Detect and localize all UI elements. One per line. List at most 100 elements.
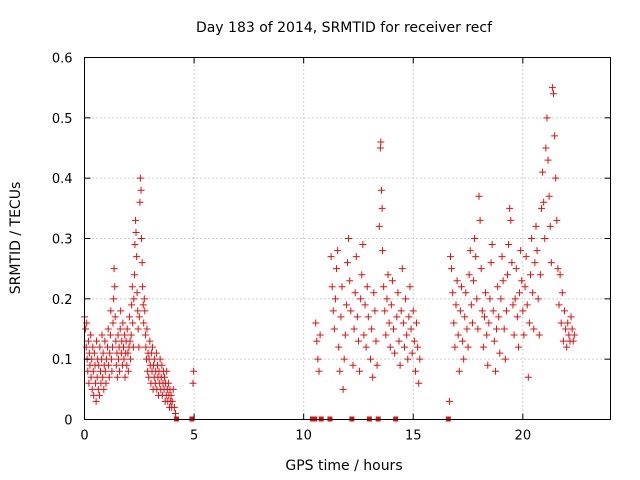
data-point xyxy=(121,373,129,381)
data-point xyxy=(552,174,560,182)
data-point xyxy=(542,144,550,152)
data-point xyxy=(528,235,536,242)
data-point xyxy=(508,259,516,267)
data-point xyxy=(510,331,518,339)
data-point xyxy=(451,343,459,351)
data-point xyxy=(570,331,578,339)
data-point xyxy=(132,228,140,236)
data-point xyxy=(464,343,472,351)
data-point xyxy=(498,253,506,261)
data-point xyxy=(448,265,456,273)
data-point xyxy=(462,289,470,297)
data-point xyxy=(485,319,493,327)
data-point xyxy=(537,204,545,212)
data-point xyxy=(139,283,147,291)
data-point xyxy=(445,397,453,405)
data-point xyxy=(396,361,404,369)
data-point xyxy=(106,331,114,339)
data-point xyxy=(133,289,141,297)
data-point xyxy=(363,283,371,291)
data-point xyxy=(524,373,532,381)
data-point xyxy=(189,379,197,387)
data-point xyxy=(383,295,391,303)
data-point xyxy=(131,241,139,249)
data-point xyxy=(141,331,149,339)
data-point xyxy=(548,84,556,92)
data-point xyxy=(416,355,424,363)
data-point xyxy=(110,265,118,273)
data-point xyxy=(100,385,108,393)
data-point xyxy=(404,355,412,363)
data-point xyxy=(411,367,419,375)
data-point xyxy=(379,247,387,255)
data-point xyxy=(450,319,458,327)
data-point xyxy=(406,283,414,291)
data-point xyxy=(503,271,511,279)
data-point xyxy=(511,295,519,303)
data-point xyxy=(507,216,515,224)
data-point xyxy=(135,313,143,321)
data-point xyxy=(373,361,381,369)
data-point xyxy=(95,391,103,399)
data-point xyxy=(370,289,378,297)
data-point xyxy=(89,343,97,351)
data-point xyxy=(314,355,322,363)
data-point xyxy=(130,295,138,303)
data-point xyxy=(136,174,144,182)
data-point xyxy=(98,331,106,339)
data-point xyxy=(535,331,543,339)
data-point xyxy=(110,295,118,303)
data-point xyxy=(490,337,498,345)
data-point xyxy=(386,343,394,351)
data-point xyxy=(342,301,350,309)
data-point xyxy=(465,271,473,279)
data-point xyxy=(87,373,95,381)
data-point xyxy=(382,331,390,339)
data-point xyxy=(454,331,462,339)
x-tick-label: 10 xyxy=(295,429,312,444)
data-point xyxy=(120,355,128,363)
data-point xyxy=(461,313,469,321)
data-point xyxy=(105,361,113,369)
data-point xyxy=(489,307,497,315)
x-tick-label: 0 xyxy=(80,429,88,444)
data-point xyxy=(312,319,320,327)
data-point xyxy=(337,313,345,321)
data-point xyxy=(133,253,141,261)
data-point xyxy=(372,337,380,345)
data-point xyxy=(124,349,132,357)
data-point xyxy=(130,271,138,279)
data-point xyxy=(493,325,501,333)
data-point xyxy=(518,277,526,285)
data-point xyxy=(545,192,553,200)
data-point xyxy=(330,325,338,333)
data-point xyxy=(517,247,525,255)
data-point xyxy=(356,367,364,375)
data-point xyxy=(530,325,538,333)
data-point xyxy=(128,301,136,309)
data-point xyxy=(148,343,156,351)
data-point xyxy=(457,283,465,291)
data-point xyxy=(353,313,361,321)
data-point xyxy=(364,313,372,321)
data-point xyxy=(93,337,101,345)
data-point xyxy=(407,325,415,333)
data-point xyxy=(335,343,343,351)
data-point xyxy=(163,367,171,375)
data-point xyxy=(105,373,113,381)
data-point xyxy=(380,283,388,291)
data-point xyxy=(405,313,413,321)
data-point xyxy=(171,409,179,417)
data-point xyxy=(116,325,124,333)
data-point xyxy=(388,277,396,285)
data-point xyxy=(136,198,144,206)
data-point xyxy=(529,289,537,297)
data-point xyxy=(339,385,347,393)
data-point xyxy=(543,114,551,122)
data-point xyxy=(87,331,95,339)
data-point xyxy=(358,271,366,279)
data-point xyxy=(96,343,104,351)
data-point xyxy=(377,138,385,146)
data-point xyxy=(400,343,408,351)
data-point xyxy=(84,337,92,345)
